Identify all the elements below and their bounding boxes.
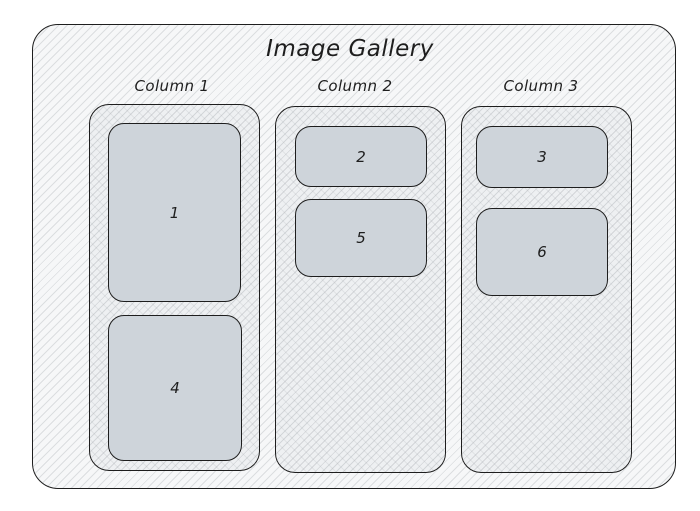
gallery-tile-5[interactable]: 5 [295,199,427,277]
column-3-label: Column 3 [503,77,579,95]
gallery-tile-2[interactable]: 2 [295,126,427,187]
gallery-tile-6[interactable]: 6 [476,208,608,296]
gallery-title: Image Gallery [266,36,434,62]
column-1-label: Column 1 [134,77,210,95]
gallery-tile-4[interactable]: 4 [108,315,242,461]
gallery-tile-3[interactable]: 3 [476,126,608,188]
column-2-label: Column 2 [317,77,393,95]
gallery-tile-1[interactable]: 1 [108,123,241,302]
